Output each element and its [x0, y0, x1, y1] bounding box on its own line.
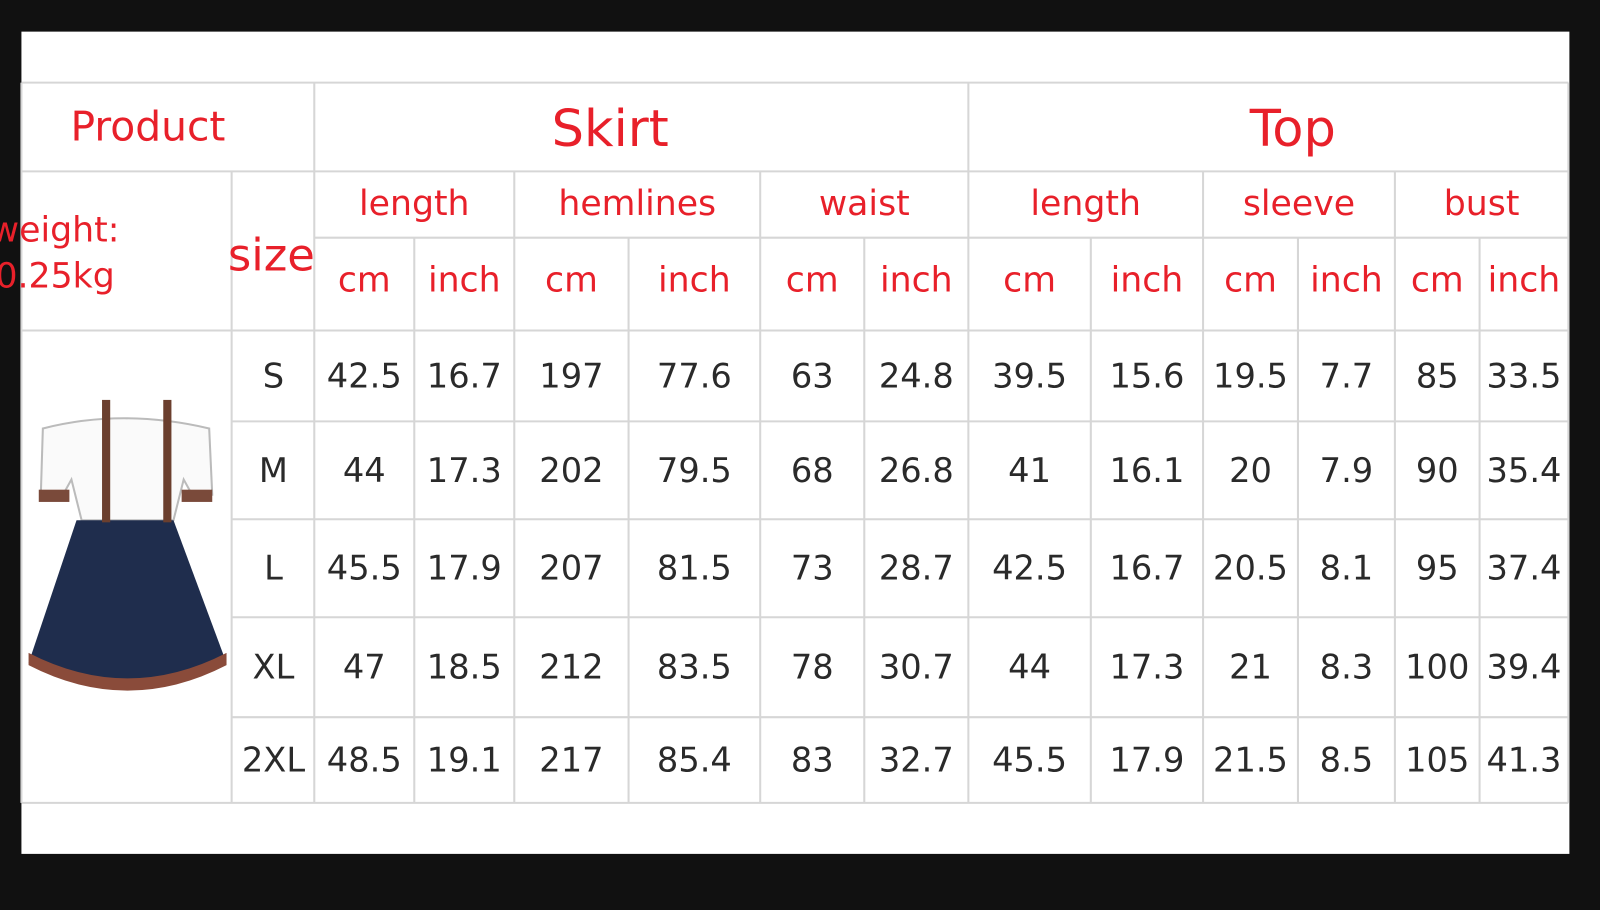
size-cell: M: [259, 451, 288, 490]
value-cell: 81.5: [657, 549, 732, 588]
header-product: Product: [70, 103, 225, 151]
value-cell: 83: [791, 741, 834, 780]
value-cell: 45.5: [327, 549, 402, 588]
value-cell: 42.5: [327, 356, 402, 395]
value-cell: 16.7: [427, 356, 502, 395]
value-cell: 41.3: [1486, 741, 1561, 780]
unit-label: cm: [1411, 261, 1464, 301]
value-cell: 100: [1405, 648, 1469, 687]
value-cell: 44: [343, 451, 386, 490]
size-label: size: [228, 229, 315, 282]
value-cell: 73: [791, 549, 834, 588]
size-cell: L: [264, 549, 283, 588]
weight-value: 0.25kg: [0, 256, 115, 296]
value-cell: 17.9: [1109, 741, 1184, 780]
value-cell: 20.5: [1213, 549, 1288, 588]
value-cell: 17.3: [1109, 648, 1184, 687]
unit-label: inch: [1111, 261, 1184, 301]
value-cell: 217: [539, 741, 603, 780]
value-cell: 197: [539, 356, 603, 395]
value-cell: 33.5: [1486, 356, 1561, 395]
unit-label: cm: [1003, 261, 1056, 301]
value-cell: 63: [791, 356, 834, 395]
panel: [21, 31, 1570, 854]
value-cell: 85.4: [657, 741, 732, 780]
value-cell: 37.4: [1486, 549, 1561, 588]
value-cell: 32.7: [879, 741, 954, 780]
header-top: Top: [1249, 100, 1336, 159]
value-cell: 21.5: [1213, 741, 1288, 780]
value-cell: 18.5: [427, 648, 502, 687]
unit-label: inch: [880, 261, 953, 301]
value-cell: 202: [539, 451, 603, 490]
value-cell: 68: [791, 451, 834, 490]
value-cell: 16.1: [1109, 451, 1184, 490]
value-cell: 48.5: [327, 741, 402, 780]
value-cell: 19.1: [427, 741, 502, 780]
value-cell: 39.5: [992, 356, 1067, 395]
unit-label: cm: [1224, 261, 1277, 301]
value-cell: 20: [1229, 451, 1272, 490]
measure-label: length: [359, 184, 470, 224]
value-cell: 8.1: [1320, 549, 1374, 588]
size-cell: 2XL: [242, 741, 305, 780]
value-cell: 90: [1416, 451, 1459, 490]
value-cell: 79.5: [657, 451, 732, 490]
size-cell: S: [263, 356, 284, 395]
measure-label: length: [1030, 184, 1141, 224]
value-cell: 105: [1405, 741, 1469, 780]
value-cell: 7.7: [1320, 356, 1374, 395]
measure-label: sleeve: [1243, 184, 1355, 224]
value-cell: 44: [1008, 648, 1051, 687]
value-cell: 212: [539, 648, 603, 687]
size-cell: XL: [253, 648, 295, 687]
value-cell: 8.5: [1320, 741, 1374, 780]
value-cell: 19.5: [1213, 356, 1288, 395]
value-cell: 39.4: [1486, 648, 1561, 687]
value-cell: 95: [1416, 549, 1459, 588]
value-cell: 47: [343, 648, 386, 687]
value-cell: 24.8: [879, 356, 954, 395]
value-cell: 85: [1416, 356, 1459, 395]
value-cell: 78: [791, 648, 834, 687]
value-cell: 77.6: [657, 356, 732, 395]
value-cell: 35.4: [1486, 451, 1561, 490]
value-cell: 28.7: [879, 549, 954, 588]
value-cell: 41: [1008, 451, 1051, 490]
value-cell: 21: [1229, 648, 1272, 687]
measure-label: hemlines: [558, 184, 716, 224]
value-cell: 8.3: [1320, 648, 1374, 687]
value-cell: 42.5: [992, 549, 1067, 588]
value-cell: 17.9: [427, 549, 502, 588]
header-skirt: Skirt: [552, 100, 669, 159]
product-image: [28, 399, 227, 691]
value-cell: 16.7: [1109, 549, 1184, 588]
value-cell: 15.6: [1109, 356, 1184, 395]
value-cell: 26.8: [879, 451, 954, 490]
weight-label: weight:: [0, 211, 119, 251]
unit-label: inch: [658, 261, 731, 301]
value-cell: 17.3: [427, 451, 502, 490]
value-cell: 83.5: [657, 648, 732, 687]
value-cell: 7.9: [1320, 451, 1374, 490]
value-cell: 30.7: [879, 648, 954, 687]
measure-label: bust: [1444, 184, 1520, 224]
unit-label: cm: [786, 261, 839, 301]
measure-label: waist: [819, 184, 910, 224]
value-cell: 207: [539, 549, 603, 588]
value-cell: 45.5: [992, 741, 1067, 780]
unit-label: cm: [338, 261, 391, 301]
unit-label: inch: [1488, 261, 1561, 301]
unit-label: cm: [545, 261, 598, 301]
unit-label: inch: [428, 261, 501, 301]
unit-label: inch: [1310, 261, 1383, 301]
